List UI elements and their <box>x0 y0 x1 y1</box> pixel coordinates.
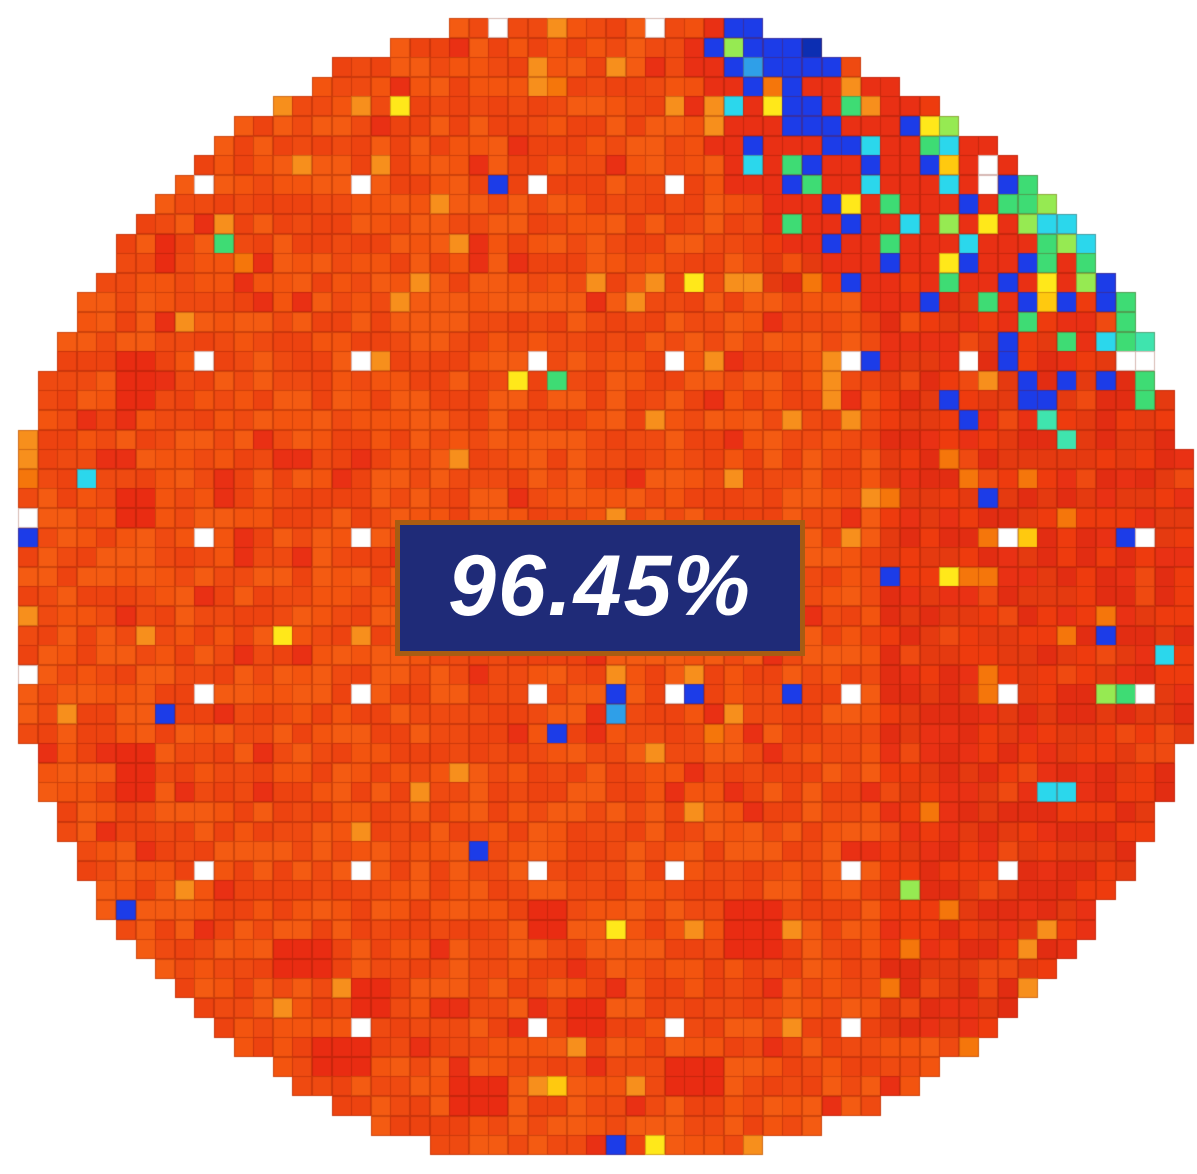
yield-value: 96.45% <box>448 538 752 634</box>
yield-label-box: 96.45% <box>395 520 805 656</box>
